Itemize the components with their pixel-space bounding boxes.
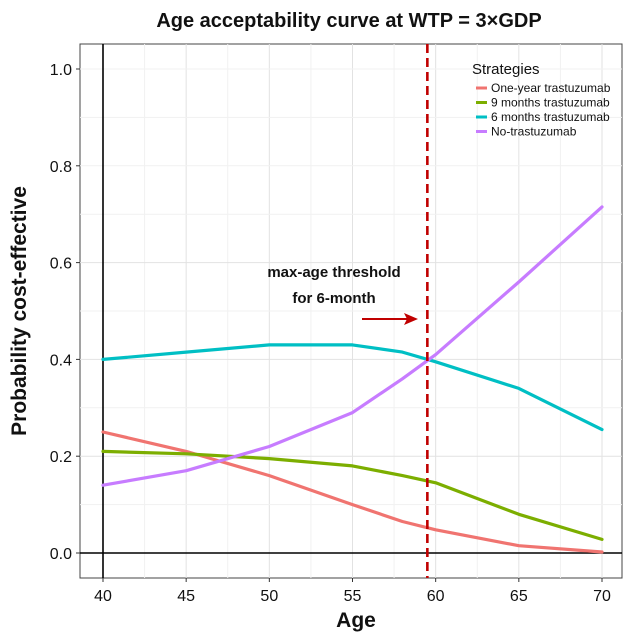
legend-label: No-trastuzumab: [491, 125, 577, 139]
legend-label: One-year trastuzumab: [491, 81, 611, 95]
y-tick-label: 1.0: [50, 62, 72, 79]
y-tick-label: 0.6: [50, 256, 72, 273]
legend-label: 9 months trastuzumab: [491, 96, 610, 110]
annotation-arrow-head: [404, 313, 418, 325]
y-tick-label: 0.2: [50, 449, 72, 466]
x-tick-label: 60: [427, 588, 445, 605]
annotation-line-1: max-age threshold: [267, 264, 400, 281]
x-tick-label: 40: [94, 588, 112, 605]
x-tick-label: 70: [593, 588, 611, 605]
y-tick-label: 0.0: [50, 546, 72, 563]
annotation: max-age threshold for 6-month: [267, 264, 418, 325]
y-tick-label: 0.4: [50, 352, 72, 369]
series-line-9-months-trastuzumab: [101, 449, 604, 542]
chart-title: Age acceptability curve at WTP = 3×GDP: [156, 10, 541, 32]
legend-label: 6 months trastuzumab: [491, 110, 610, 124]
series-line-no-trastuzumab: [101, 205, 604, 487]
legend-title: Strategies: [472, 61, 540, 78]
y-axis-title: Probability cost-effective: [8, 186, 31, 436]
x-tick-label: 50: [260, 588, 278, 605]
y-tick-label: 0.8: [50, 159, 72, 176]
x-tick-label: 45: [177, 588, 195, 605]
x-tick-label: 55: [344, 588, 362, 605]
series-line-6-months-trastuzumab: [101, 343, 604, 432]
x-axis-title: Age: [336, 609, 376, 632]
x-tick-label: 65: [510, 588, 528, 605]
annotation-line-2: for 6-month: [292, 290, 375, 307]
plot-panel: [76, 43, 623, 582]
